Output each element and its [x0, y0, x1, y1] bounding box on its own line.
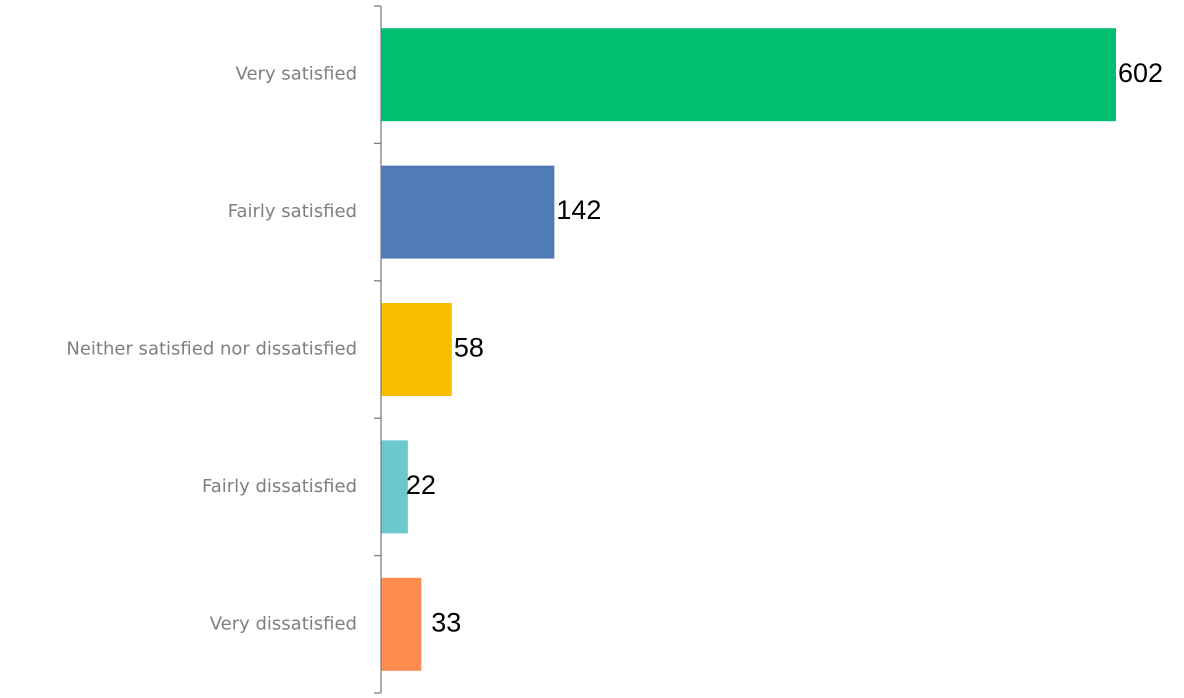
bar	[381, 440, 408, 534]
category-label: Fairly dissatisfied	[202, 476, 357, 497]
data-labels: 602 142 58 22 33	[406, 58, 1163, 638]
category-label: Fairly satisfied	[228, 201, 357, 222]
data-label: 58	[454, 333, 484, 363]
data-label: 142	[556, 195, 601, 225]
category-label: Neither satisfied nor dissatisfied	[66, 339, 357, 360]
bar	[381, 165, 555, 259]
data-label: 33	[431, 607, 461, 637]
category-label: Very satisfied	[236, 64, 357, 85]
bar	[381, 28, 1116, 122]
data-label: 602	[1118, 58, 1163, 88]
data-label: 22	[406, 470, 436, 500]
bar	[381, 303, 452, 396]
axis-ticks	[374, 5, 381, 694]
category-labels: Very satisfied Fairly satisfied Neither sa…	[66, 64, 357, 635]
bars-group	[381, 28, 1116, 671]
bar	[381, 577, 422, 671]
category-label: Very dissatisfied	[210, 613, 357, 634]
